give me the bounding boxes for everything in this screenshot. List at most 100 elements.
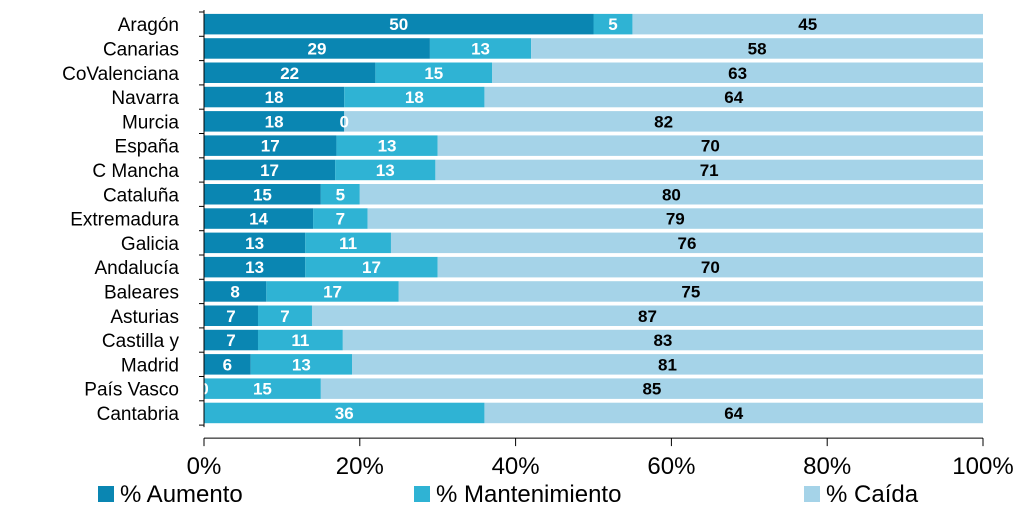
bar-segment: [204, 111, 345, 132]
bar-segment: [204, 62, 376, 83]
bar-segment: [484, 402, 983, 424]
bar-segment: [266, 281, 399, 302]
data-label: 13: [245, 234, 264, 253]
category-label: Cantabria: [97, 404, 180, 425]
bar-segment: [204, 402, 485, 424]
bar-segment: [437, 135, 983, 156]
data-label: 22: [280, 64, 299, 83]
data-label: 13: [376, 161, 395, 180]
bar-segment: [437, 256, 983, 278]
legend-swatch: [98, 486, 114, 502]
category-label: CoValenciana: [62, 64, 179, 85]
x-tick-label: 0%: [187, 453, 222, 480]
data-label: 85: [642, 380, 661, 399]
data-label: 17: [261, 137, 280, 156]
category-label: Navarra: [111, 88, 179, 109]
bar-segment: [204, 281, 267, 302]
data-label: 17: [260, 161, 279, 180]
bar-segment: [320, 184, 360, 205]
category-label: Madrid: [121, 355, 179, 376]
bar-segment: [204, 13, 594, 35]
bar-segment: [204, 354, 251, 375]
data-label: 14: [249, 210, 268, 229]
bar-segment: [375, 62, 493, 83]
data-label: 75: [681, 282, 700, 301]
data-label: 82: [654, 112, 673, 131]
bar-segment: [336, 135, 438, 156]
data-label: 64: [724, 88, 743, 107]
bar-segment: [204, 305, 258, 326]
data-label: 13: [292, 355, 311, 374]
data-label: 81: [658, 355, 677, 374]
bar-segment: [305, 232, 391, 254]
data-label: 11: [339, 234, 357, 253]
bar-segment: [359, 184, 983, 205]
bar-segment: [204, 378, 321, 399]
bar-segment: [204, 256, 306, 278]
data-label: 15: [253, 380, 272, 399]
data-label: 17: [323, 282, 342, 301]
category-label: C Mancha: [92, 161, 179, 182]
bar-segment: [204, 208, 314, 229]
data-label: 83: [653, 331, 672, 350]
data-label: 17: [362, 258, 381, 277]
bar-segment: [204, 232, 306, 254]
data-label: 50: [389, 15, 408, 34]
legend-label: % Aumento: [120, 481, 243, 505]
bar-segment: [305, 256, 438, 278]
bar-segment: [204, 86, 345, 108]
x-tick-label: 80%: [803, 453, 851, 480]
data-label: 87: [638, 307, 657, 326]
bar-segment: [531, 38, 983, 59]
bar-segment: [593, 13, 633, 35]
data-label: 71: [700, 161, 719, 180]
category-label: Canarias: [103, 39, 179, 60]
data-label: 79: [666, 210, 685, 229]
bar-segment: [311, 305, 983, 326]
bar-segment: [204, 329, 258, 351]
bar-segment: [398, 281, 983, 302]
data-label: 15: [424, 64, 443, 83]
legend-label: % Caída: [826, 481, 919, 505]
axes-group: 0% 20% 40% 60% 80% 100%: [187, 10, 1014, 480]
bar-segment: [250, 354, 353, 375]
data-label: 7: [226, 331, 235, 350]
data-label: 7: [226, 307, 235, 326]
data-label: 13: [245, 258, 264, 277]
data-label: 8: [230, 282, 239, 301]
x-tick-label: 40%: [492, 453, 540, 480]
data-label: 13: [471, 39, 490, 58]
data-label: 18: [265, 112, 284, 131]
category-label: Cataluña: [103, 185, 179, 206]
data-label: 76: [678, 234, 697, 253]
data-label: 11: [291, 331, 309, 350]
data-label: 5: [336, 185, 345, 204]
category-label: Galicia: [121, 234, 180, 255]
data-label: 29: [307, 39, 326, 58]
legend-swatch: [804, 486, 820, 502]
bar-segment: [204, 135, 337, 156]
data-label: 45: [798, 15, 817, 34]
data-label: 15: [253, 185, 272, 204]
data-label: 6: [223, 355, 232, 374]
bar-segment: [204, 184, 321, 205]
data-label: 7: [336, 210, 345, 229]
bar-segment: [632, 13, 983, 35]
category-label: Asturias: [110, 307, 179, 328]
bar-segment: [429, 38, 532, 59]
data-label: 64: [724, 404, 743, 423]
category-label: Castilla y: [102, 331, 180, 352]
bar-segment: [335, 159, 436, 181]
category-label: España: [115, 137, 180, 158]
bar-segment: [257, 329, 343, 351]
bar-segment: [320, 378, 984, 399]
bar-segment: [257, 305, 312, 326]
bars-group: [204, 13, 984, 424]
x-tick-label: 60%: [647, 453, 695, 480]
data-label: 0: [339, 112, 348, 131]
data-label: 70: [701, 137, 720, 156]
legend-label: % Mantenimiento: [436, 481, 621, 505]
legend-swatch: [414, 486, 430, 502]
category-label: País Vasco: [84, 380, 179, 401]
